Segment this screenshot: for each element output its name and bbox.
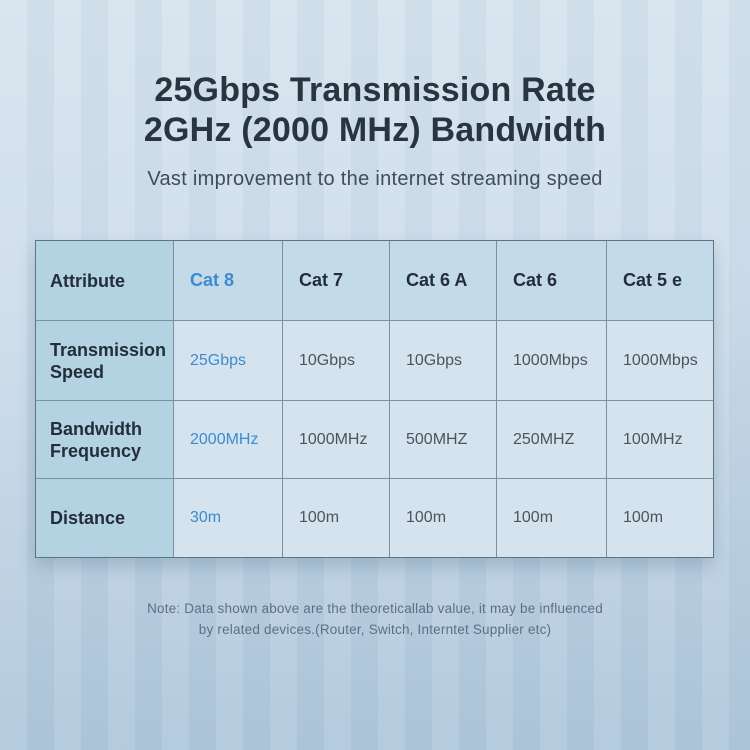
page-subtitle: Vast improvement to the internet streami…	[147, 168, 603, 190]
cell-speed-cat5e: 1000Mbps	[607, 321, 713, 401]
column-header-cat5e: Cat 5 e	[607, 241, 713, 321]
column-header-cat7: Cat 7	[283, 241, 390, 321]
column-header-cat6a: Cat 6 A	[390, 241, 497, 321]
cell-bandwidth-cat7: 1000MHz	[283, 401, 390, 479]
page-title: 25Gbps Transmission Rate 2GHz (2000 MHz)…	[0, 70, 750, 150]
cell-distance-cat6: 100m	[497, 479, 607, 557]
cell-bandwidth-cat6a: 500MHZ	[390, 401, 497, 479]
cell-bandwidth-cat8: 2000MHz	[174, 401, 283, 479]
title-line-1: 25Gbps Transmission Rate	[154, 71, 596, 109]
row-label-distance: Distance	[36, 479, 174, 557]
cell-speed-cat7: 10Gbps	[283, 321, 390, 401]
footnote: Note: Data shown above are the theoretic…	[0, 598, 750, 640]
cell-distance-cat6a: 100m	[390, 479, 497, 557]
cell-speed-cat8: 25Gbps	[174, 321, 283, 401]
footnote-line-2: by related devices.(Router, Switch, Inte…	[198, 622, 552, 637]
row-label-transmission-speed: Transmission Speed	[36, 321, 174, 401]
cell-bandwidth-cat6: 250MHZ	[497, 401, 607, 479]
cell-distance-cat5e: 100m	[607, 479, 713, 557]
cell-distance-cat7: 100m	[283, 479, 390, 557]
cell-speed-cat6: 1000Mbps	[497, 321, 607, 401]
column-header-cat8: Cat 8	[174, 241, 283, 321]
column-header-attribute: Attribute	[36, 241, 174, 321]
cell-bandwidth-cat5e: 100MHz	[607, 401, 713, 479]
cell-distance-cat8: 30m	[174, 479, 283, 557]
comparison-table: Attribute Cat 8 Cat 7 Cat 6 A Cat 6 Cat …	[35, 240, 714, 558]
title-line-2: 2GHz (2000 MHz) Bandwidth	[143, 111, 607, 149]
footnote-line-1: Note: Data shown above are the theoretic…	[147, 601, 603, 616]
column-header-cat6: Cat 6	[497, 241, 607, 321]
cell-speed-cat6a: 10Gbps	[390, 321, 497, 401]
row-label-bandwidth-frequency: Bandwidth Frequency	[36, 401, 174, 479]
